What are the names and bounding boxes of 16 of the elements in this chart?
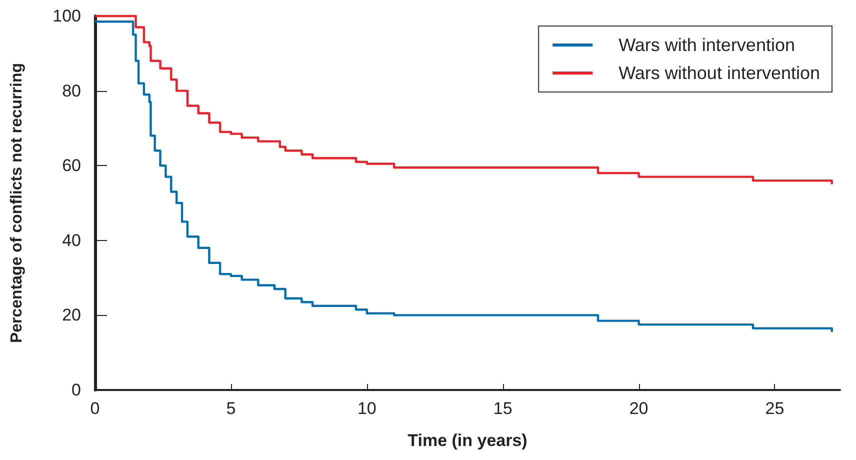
x-axis-title: Time (in years) bbox=[408, 431, 528, 450]
x-tick-label: 5 bbox=[226, 399, 236, 418]
y-tick-label: 0 bbox=[72, 380, 81, 400]
y-tick-label: 20 bbox=[62, 306, 81, 325]
x-tick-label: 25 bbox=[765, 399, 784, 418]
y-axis-title: Percentage of conflicts not recurring bbox=[8, 62, 26, 344]
x-tick-label: 20 bbox=[629, 399, 648, 418]
y-tick-label: 100 bbox=[52, 6, 81, 26]
legend-label: Wars with intervention bbox=[618, 35, 795, 55]
legend-label: Wars without intervention bbox=[618, 63, 820, 83]
y-tick-label: 80 bbox=[62, 81, 81, 100]
y-tick-label: 40 bbox=[62, 230, 81, 250]
x-tick-label: 10 bbox=[357, 399, 376, 418]
y-tick-label: 60 bbox=[62, 156, 81, 176]
x-tick-label: 0 bbox=[90, 399, 100, 418]
x-tick-label: 15 bbox=[493, 399, 512, 418]
